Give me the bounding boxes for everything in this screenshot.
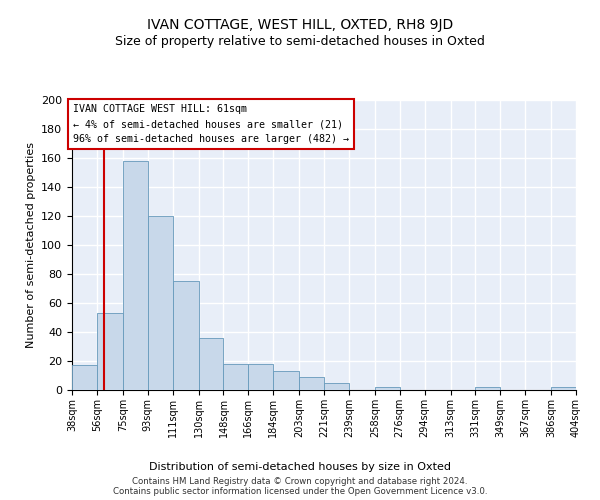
Text: IVAN COTTAGE WEST HILL: 61sqm
← 4% of semi-detached houses are smaller (21)
96% : IVAN COTTAGE WEST HILL: 61sqm ← 4% of se… (73, 104, 349, 144)
Text: IVAN COTTAGE, WEST HILL, OXTED, RH8 9JD: IVAN COTTAGE, WEST HILL, OXTED, RH8 9JD (147, 18, 453, 32)
Bar (97, 313, 123, 390)
Bar (72, 366, 97, 390)
Bar (324, 383, 349, 390)
Bar (551, 387, 576, 390)
Text: Size of property relative to semi-detached houses in Oxted: Size of property relative to semi-detach… (115, 35, 485, 48)
Bar (173, 281, 199, 390)
Bar (223, 364, 248, 390)
Text: Distribution of semi-detached houses by size in Oxted: Distribution of semi-detached houses by … (149, 462, 451, 472)
Bar (123, 161, 148, 390)
Bar (248, 364, 273, 390)
Bar (199, 338, 223, 390)
Bar (375, 387, 400, 390)
Y-axis label: Number of semi-detached properties: Number of semi-detached properties (26, 142, 35, 348)
Text: Contains HM Land Registry data © Crown copyright and database right 2024.
Contai: Contains HM Land Registry data © Crown c… (113, 476, 487, 496)
Bar (273, 371, 299, 390)
Bar (148, 216, 173, 390)
Bar (475, 387, 500, 390)
Bar (299, 377, 324, 390)
